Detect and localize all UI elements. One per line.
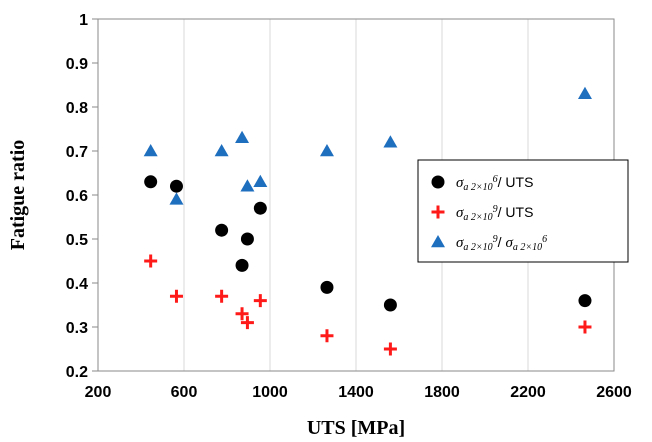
data-point-triangle: [240, 179, 255, 192]
x-tick-label: 1000: [252, 384, 288, 401]
data-point-plus: [235, 307, 249, 321]
x-tick-label: 1400: [338, 384, 374, 401]
x-tick-label: 2600: [596, 384, 632, 401]
x-axis-ticks: 200 600 1000 1400 1800 2200 2600: [85, 384, 632, 401]
series-circle: [144, 175, 592, 312]
data-point-plus: [144, 254, 158, 268]
data-point-plus: [215, 289, 229, 303]
data-point-plus: [320, 329, 334, 343]
legend-entry-label: σa 2×109/ UTS: [456, 204, 533, 223]
y-tick-label: 0.5: [66, 232, 88, 249]
data-point-triangle: [577, 86, 592, 100]
y-tick-label: 0.7: [66, 144, 88, 161]
data-point-circle: [320, 280, 334, 294]
y-axis-title: Fatigue ratio: [7, 140, 29, 251]
legend-box: [417, 159, 629, 263]
x-tick-label: 2200: [510, 384, 546, 401]
x-axis-title: UTS [MPa]: [307, 417, 405, 439]
y-tick-label: 0.6: [66, 188, 88, 205]
legend-marker-triangle: [431, 235, 445, 248]
y-tick-label: 1: [79, 12, 88, 29]
data-point-circle: [169, 179, 183, 193]
data-point-triangle: [319, 144, 334, 157]
legend-marker-circle: [431, 175, 445, 189]
series-triangle: [143, 86, 592, 205]
data-point-triangle: [383, 135, 398, 148]
x-tick-label: 600: [171, 384, 198, 401]
data-point-circle: [383, 298, 397, 312]
data-point-plus: [578, 320, 592, 334]
y-tick-label: 0.4: [66, 276, 88, 293]
data-point-triangle: [169, 192, 184, 205]
data-point-triangle: [214, 144, 229, 157]
data-point-circle: [253, 201, 267, 215]
x-tick-label: 1800: [424, 384, 460, 401]
data-point-plus: [240, 316, 254, 330]
y-axis-ticks: 0.2 0.3 0.4 0.5 0.6 0.7 0.8 0.9 1: [66, 12, 98, 381]
data-points: [143, 86, 592, 356]
data-point-circle: [578, 294, 592, 308]
y-tick-label: 0.9: [66, 56, 88, 73]
series-plus: [144, 254, 592, 356]
data-point-circle: [235, 258, 249, 272]
data-point-circle: [240, 232, 254, 246]
data-point-triangle: [143, 144, 158, 157]
y-tick-label: 0.2: [66, 364, 88, 381]
x-tick-label: 200: [85, 384, 112, 401]
legend-entry-label: σa 2×109/ σa 2×106: [456, 234, 547, 253]
data-point-plus: [383, 342, 397, 356]
legend-entry-label: σa 2×106/ UTS: [456, 174, 533, 193]
data-point-triangle: [253, 174, 268, 188]
legend-marker-plus: [431, 205, 445, 219]
data-point-triangle: [235, 130, 250, 144]
data-point-circle: [215, 223, 229, 237]
legend: σa 2×106/ UTS σa 2×109/ UTS σa 2×109/ σa 2…: [417, 159, 629, 263]
y-tick-label: 0.3: [66, 320, 88, 337]
data-point-circle: [144, 175, 158, 189]
data-point-plus: [253, 294, 267, 308]
y-tick-label: 0.8: [66, 100, 88, 117]
data-point-plus: [169, 289, 183, 303]
